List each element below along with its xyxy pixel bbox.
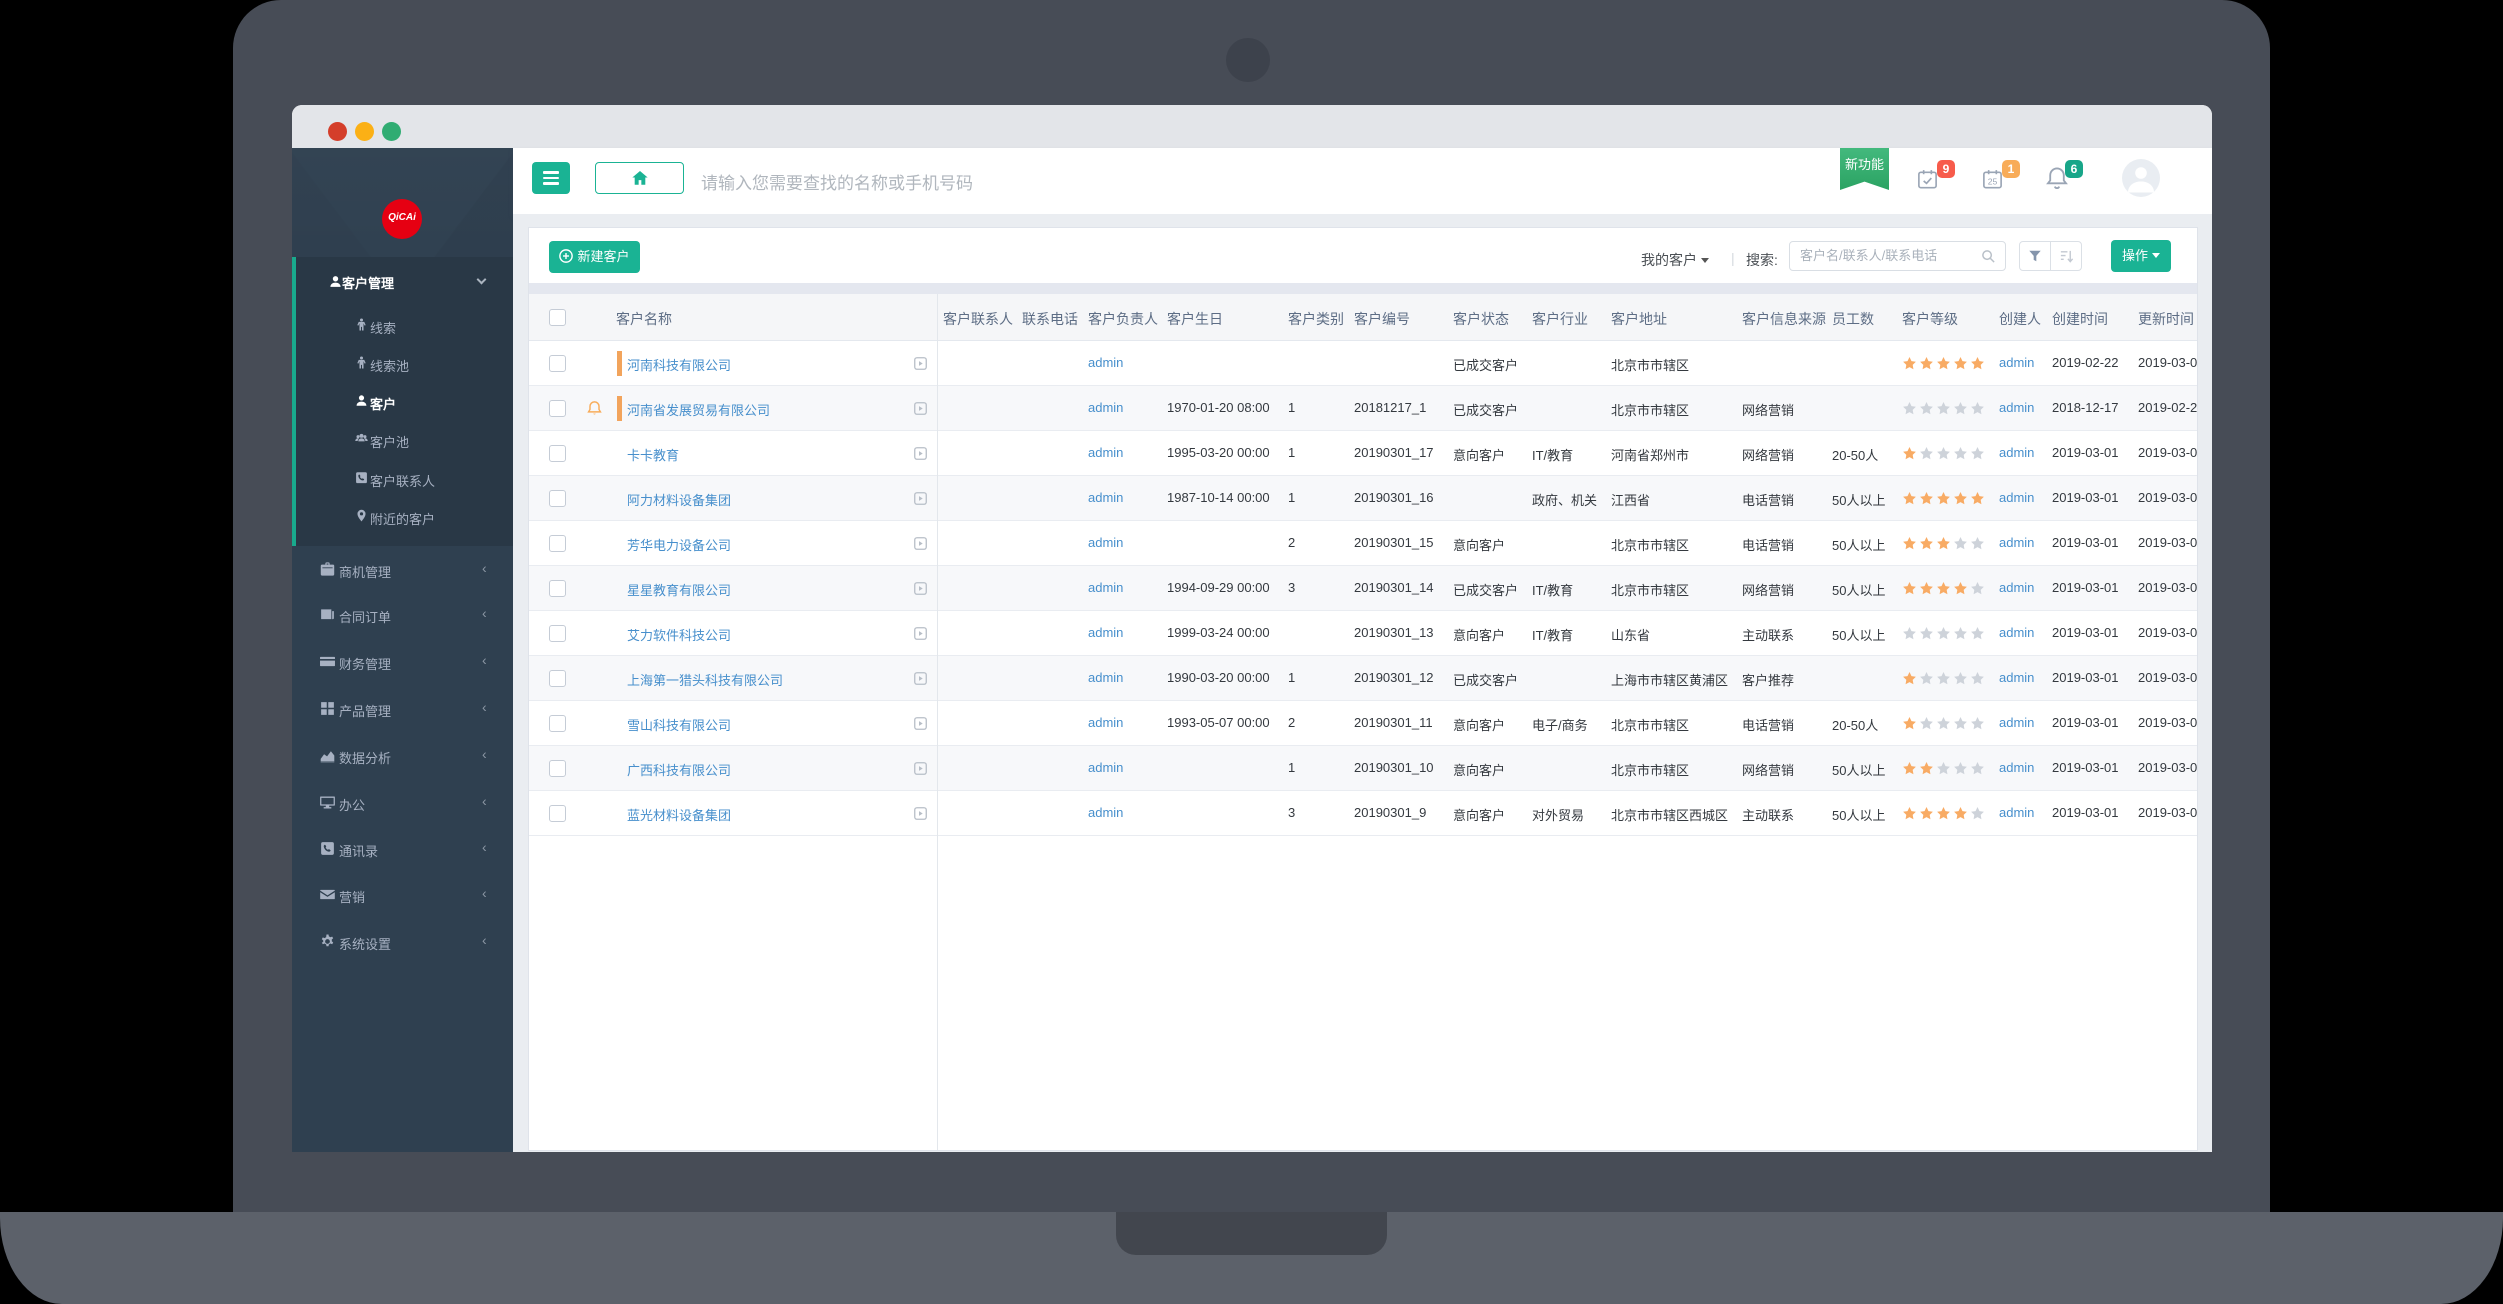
svg-text:25: 25 — [1988, 176, 1998, 186]
